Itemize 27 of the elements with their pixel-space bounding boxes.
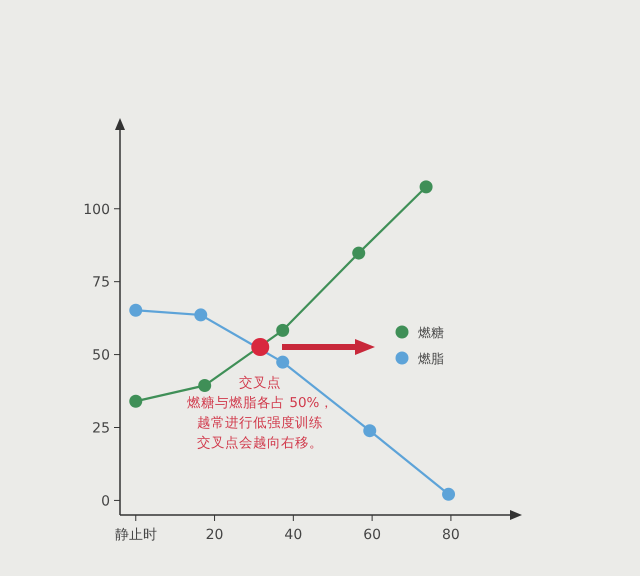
point	[129, 304, 142, 317]
point	[198, 379, 212, 392]
point	[129, 394, 142, 408]
annotation: 交叉点	[239, 375, 282, 391]
point	[363, 424, 376, 438]
y-tick-label: 0	[101, 493, 110, 510]
point	[251, 338, 270, 356]
point	[194, 308, 208, 322]
annotation: 燃糖与燃脂各占 50%，	[187, 395, 334, 411]
x-tick-label: 静止时	[114, 527, 157, 543]
y-tick-label: 75	[92, 274, 110, 291]
y-tick-label: 50	[92, 348, 110, 364]
point	[276, 356, 290, 369]
x-tick-label: 60	[363, 527, 382, 543]
point	[420, 180, 433, 194]
point	[352, 246, 366, 260]
annotation: 交叉点会越向右移。	[197, 435, 324, 451]
x-tick-label: 40	[284, 527, 302, 543]
x-tick-label: 20	[206, 527, 224, 543]
point	[276, 324, 290, 337]
x-tick-label: 80	[442, 527, 460, 543]
point	[442, 488, 456, 501]
y-tick-label: 100	[83, 202, 110, 218]
y-tick-label: 25	[92, 420, 110, 436]
legend-label: 燃糖	[418, 326, 444, 341]
legend-label: 燃脂	[418, 352, 444, 367]
annotation: 越常进行低强度训练	[197, 415, 324, 431]
